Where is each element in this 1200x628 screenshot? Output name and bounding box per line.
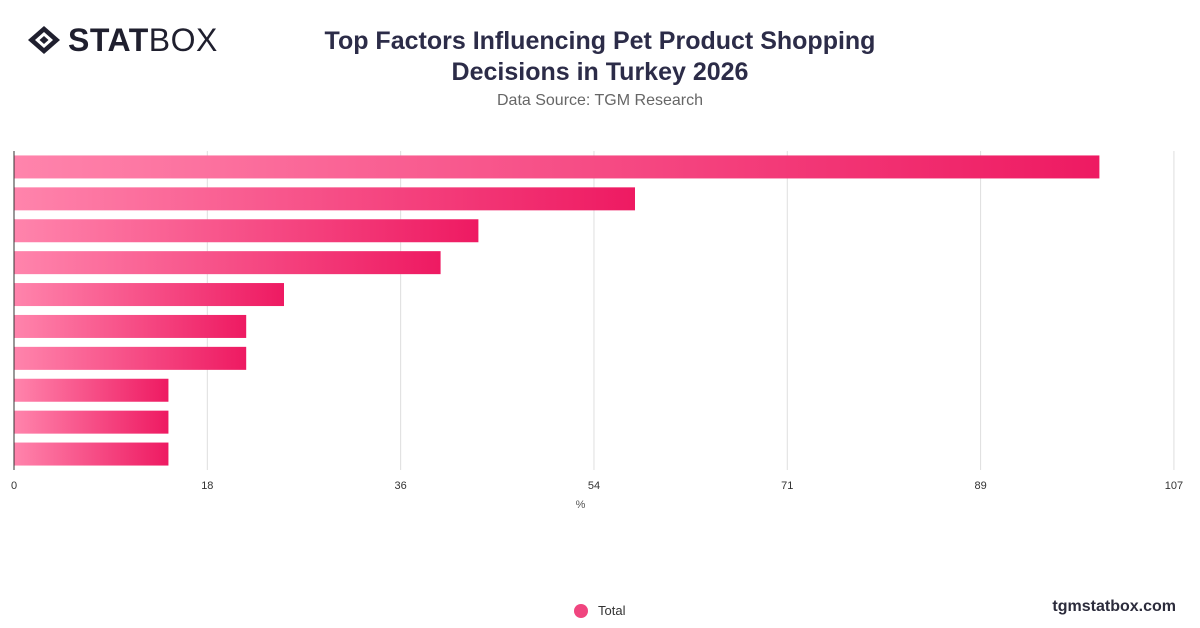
bar <box>14 346 247 370</box>
bar <box>14 283 284 307</box>
logo-word-light: BOX <box>148 22 218 58</box>
diamond-logo-icon <box>28 26 60 54</box>
bar <box>14 442 169 466</box>
x-tick-label: 54 <box>588 480 600 492</box>
logo-word-bold: STAT <box>68 22 149 58</box>
legend-marker <box>574 603 588 618</box>
logo-wordmark: STATBOX <box>68 24 218 56</box>
site-watermark: tgmstatbox.com <box>1052 598 1176 615</box>
bars <box>14 155 1100 466</box>
bar <box>14 410 169 434</box>
x-tick-label: 89 <box>974 480 986 492</box>
statbox-logo[interactable]: STATBOX <box>26 24 218 56</box>
x-tick-label: 18 <box>201 480 213 492</box>
x-tick-label: 107 <box>1165 480 1183 492</box>
x-axis-label: % <box>576 499 586 511</box>
bar <box>14 187 635 211</box>
legend-label: Total <box>598 603 626 618</box>
chart-title: Top Factors Influencing Pet Product Shop… <box>324 27 876 86</box>
x-tick-label: 71 <box>781 480 793 492</box>
x-tick-label: 0 <box>11 480 17 492</box>
chart-subtitle: Data Source: TGM Research <box>496 92 703 109</box>
bar <box>14 378 169 402</box>
x-tick-label: 36 <box>395 480 407 492</box>
legend[interactable]: Total <box>574 603 625 618</box>
bar <box>14 219 479 243</box>
grid-lines <box>206 151 1175 470</box>
bar <box>14 314 247 338</box>
bar <box>14 251 441 275</box>
axis: 0 18 36 54 71 89 107% <box>11 151 1183 511</box>
bar <box>14 155 1100 179</box>
